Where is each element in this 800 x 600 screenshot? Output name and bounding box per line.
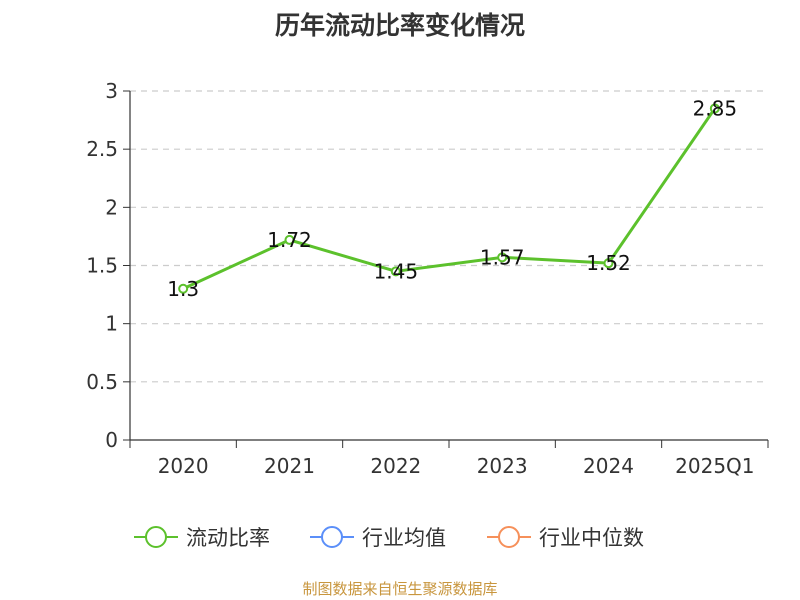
- y-tick-label: 2: [105, 195, 118, 219]
- data-point: [709, 103, 720, 114]
- y-tick-label: 3: [105, 79, 118, 103]
- data-point: [178, 283, 189, 294]
- data-labels: 1.3 1.72 1.45 1.57 1.52 2.85: [167, 96, 737, 300]
- y-tick-label: 2.5: [86, 137, 118, 161]
- source-note: 制图数据来自恒生聚源数据库: [302, 580, 497, 598]
- legend-item[interactable]: 行业均值: [310, 526, 446, 550]
- grid-lines: [130, 90, 768, 383]
- x-tick-label: 2023: [477, 454, 528, 478]
- data-label: 1.72: [267, 228, 312, 252]
- data-label: 1.45: [374, 259, 419, 283]
- data-point: [603, 258, 614, 269]
- data-label: 2.85: [693, 96, 738, 120]
- x-tick-label: 2024: [583, 454, 634, 478]
- data-label: 1.3: [167, 277, 199, 301]
- y-tick-label: 0: [105, 428, 118, 452]
- data-label: 1.52: [586, 251, 631, 275]
- y-axis-ticks: 0 0.5 1 1.5 2 2.5 3: [86, 79, 130, 452]
- y-tick-label: 1.5: [86, 254, 118, 278]
- legend-marker: [145, 526, 167, 548]
- x-tick-label: 2021: [264, 454, 315, 478]
- x-tick-label: 2022: [370, 454, 421, 478]
- legend-label: 流动比率: [186, 526, 270, 550]
- legend-marker: [498, 526, 520, 548]
- legend-label: 行业均值: [362, 526, 446, 550]
- x-tick-label: 2025Q1: [675, 454, 754, 478]
- x-tick-label: 2020: [158, 454, 209, 478]
- chart-title: 历年流动比率变化情况: [275, 11, 525, 40]
- data-point: [284, 234, 295, 245]
- legend-marker: [321, 526, 343, 548]
- series-line: [182, 107, 717, 291]
- data-point: [497, 252, 508, 263]
- data-point: [390, 266, 401, 277]
- y-tick-label: 0.5: [86, 370, 118, 394]
- x-axis-ticks: 2020 2021 2022 2023 2024 2025Q1: [129, 440, 769, 478]
- legend[interactable]: 流动比率 行业均值 行业中位数: [134, 526, 644, 550]
- legend-label: 行业中位数: [539, 526, 644, 550]
- y-tick-label: 1: [105, 312, 118, 336]
- series-lines: [178, 103, 720, 294]
- data-label: 1.57: [480, 245, 525, 269]
- legend-item[interactable]: 流动比率: [134, 526, 270, 550]
- legend-item[interactable]: 行业中位数: [487, 526, 644, 550]
